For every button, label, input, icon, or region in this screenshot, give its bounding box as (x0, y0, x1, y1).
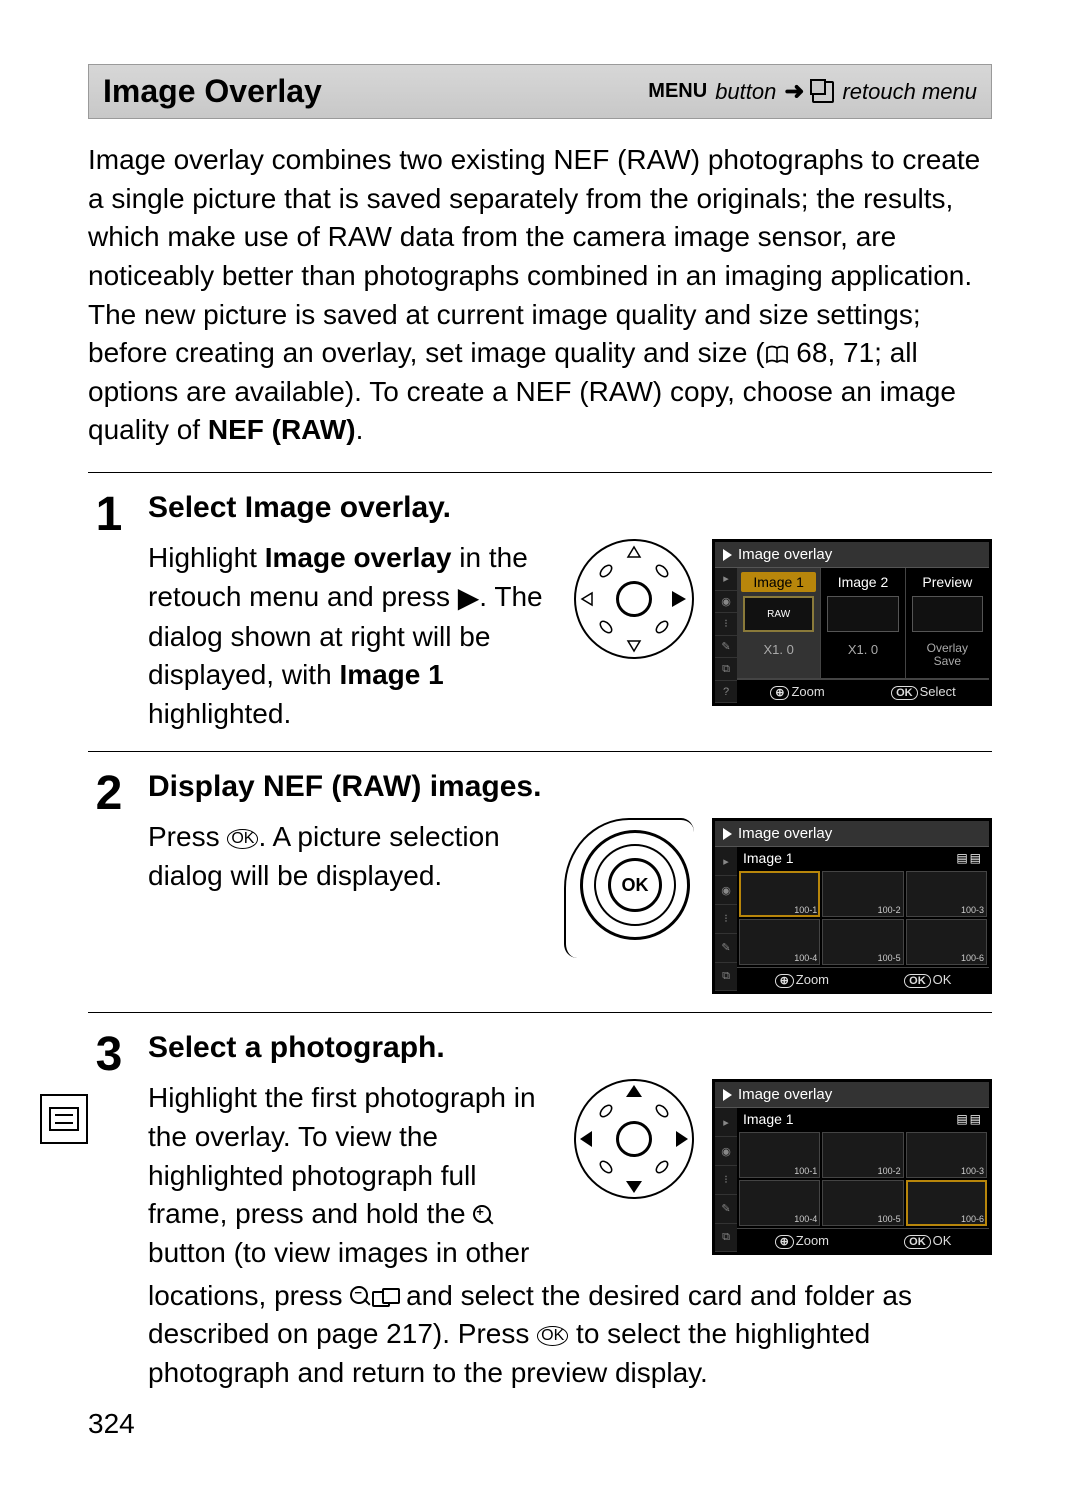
step-number: 1 (88, 491, 130, 733)
menu-button-label: MENU (648, 80, 707, 103)
menu-tab-icon (40, 1094, 88, 1144)
thumbnail: 100-6 (906, 1180, 987, 1226)
step-2: 2 Display NEF (RAW) images. Press OK. A … (88, 770, 992, 994)
thumbnail: 100-5 (822, 919, 903, 965)
thumbnail: 100-1 (739, 871, 820, 917)
step-title: Display NEF (RAW) images. (148, 770, 992, 804)
intro-period: . (356, 414, 364, 445)
step-title: Select a photograph. (148, 1031, 992, 1065)
zoom-out-icon (350, 1286, 372, 1308)
raw-badge: RAW (743, 596, 814, 632)
arrow-icon: ➜ (784, 77, 804, 106)
thumbnail-grid: 100-1 100-2 100-3 100-4 100-5 100-6 (737, 869, 989, 967)
step-row: Highlight Image overlay in the retouch m… (148, 539, 992, 733)
retouch-icon (812, 81, 834, 103)
step-3: 3 Select a photograph. Highlight the fir… (88, 1031, 992, 1392)
multi-selector-icon (574, 1079, 694, 1199)
intro-paragraph: Image overlay combines two existing NEF … (88, 141, 992, 450)
overlay-image1-cell: Image 1 RAW X1. 0 (737, 568, 821, 678)
thumbnail: 100-3 (906, 871, 987, 917)
camera-lcd-picker: Image overlay ▸◉⁝✎⧉ Image 1▤▤ 100-1 100-… (712, 818, 992, 994)
ok-button-icon: OK (580, 830, 690, 940)
lcd-main: Image 1 RAW X1. 0 Image 2 X1. 0 (737, 568, 989, 703)
step-title: Select Image overlay. (148, 491, 992, 525)
divider (88, 472, 992, 473)
card-icons: ▤▤ (956, 851, 983, 865)
select-hint: OKSelect (891, 684, 956, 699)
section-header: Image Overlay MENU button ➜ retouch menu (88, 64, 992, 119)
thumbnail: 100-3 (906, 1132, 987, 1178)
zoom-hint: ⊕Zoom (770, 684, 824, 699)
camera-lcd-picker: Image overlay ▸◉⁝✎⧉ Image 1▤▤ 100-1 100-… (712, 1079, 992, 1255)
thumbnail: 100-6 (906, 919, 987, 965)
thumbnail: 100-2 (822, 1132, 903, 1178)
ok-icon: OK (537, 1326, 568, 1346)
section-title: Image Overlay (103, 73, 322, 110)
intro-text-1: Image overlay combines two existing NEF … (88, 144, 980, 368)
ok-button-diagram: OK (564, 818, 694, 958)
ok-icon: OK (227, 829, 258, 849)
lcd-footer: ⊕Zoom OKSelect (737, 679, 989, 703)
lcd-title: Image overlay (715, 542, 989, 568)
step-text: Highlight Image overlay in the retouch m… (148, 539, 556, 733)
dpad-arrows (574, 539, 694, 659)
thumb-placeholder (912, 596, 983, 632)
zoom-in-icon (473, 1205, 495, 1227)
thumbnail: 100-5 (822, 1180, 903, 1226)
card-select-icon (372, 1288, 398, 1306)
thumbnail: 100-4 (739, 919, 820, 965)
dpad-diagram (574, 1079, 694, 1199)
retouch-menu-label: retouch menu (842, 79, 977, 105)
step-1: 1 Select Image overlay. Highlight Image … (88, 491, 992, 733)
right-triangle-icon: ▶ (458, 579, 480, 618)
step-text: Press OK. A picture selection dialog wil… (148, 818, 546, 895)
overlay-preview-cell: Preview OverlaySave (906, 568, 989, 678)
dpad-diagram (574, 539, 694, 659)
thumbnail: 100-1 (739, 1132, 820, 1178)
picker-subtitle: Image 1▤▤ (737, 847, 989, 869)
manual-page: Image Overlay MENU button ➜ retouch menu… (0, 0, 1080, 1486)
page-number: 324 (88, 1408, 135, 1440)
book-icon (765, 345, 789, 365)
step-text: Highlight the first photograph in the ov… (148, 1079, 556, 1272)
step-number: 3 (88, 1031, 130, 1392)
divider (88, 751, 992, 752)
thumbnail: 100-2 (822, 871, 903, 917)
thumb-placeholder (827, 596, 898, 632)
divider (88, 1012, 992, 1013)
thumbnail: 100-4 (739, 1180, 820, 1226)
nef-raw-label: NEF (RAW) (208, 414, 356, 445)
step-body: Select Image overlay. Highlight Image ov… (148, 491, 992, 733)
step-number: 2 (88, 770, 130, 994)
multi-selector-icon (574, 539, 694, 659)
overlay-image2-cell: Image 2 X1. 0 (821, 568, 905, 678)
button-word: button (715, 79, 776, 105)
lcd-sidebar: ▸◉⁝✎⧉? (715, 568, 737, 703)
breadcrumb: MENU button ➜ retouch menu (648, 77, 977, 106)
step-text-continued: locations, press and select the desired … (148, 1277, 992, 1393)
play-icon (723, 549, 732, 561)
lcd-preview: Image overlay ▸◉⁝✎⧉? Image 1 RAW X1. 0 (712, 539, 992, 706)
camera-lcd-overlay: Image overlay ▸◉⁝✎⧉? Image 1 RAW X1. 0 (712, 539, 992, 706)
